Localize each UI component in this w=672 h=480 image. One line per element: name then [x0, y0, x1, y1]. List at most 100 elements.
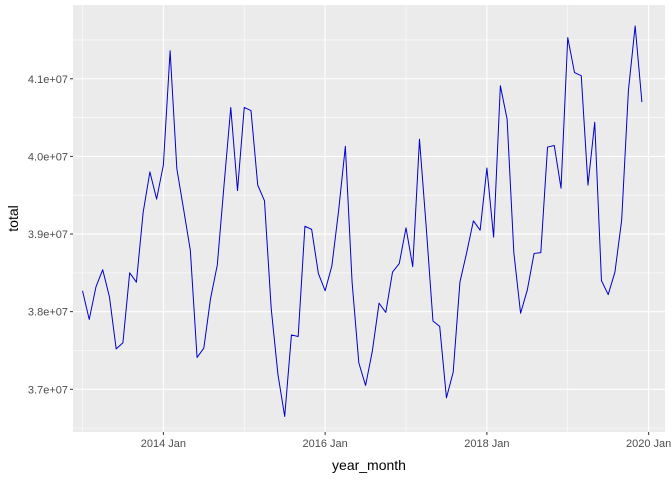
data-point: [357, 361, 360, 364]
data-point: [263, 199, 266, 202]
data-point: [135, 281, 138, 284]
data-point: [506, 118, 509, 121]
y-tick-label: 3.7e+07: [28, 384, 68, 396]
data-point: [627, 89, 630, 92]
data-point: [519, 312, 522, 315]
data-point: [324, 289, 327, 292]
data-point: [465, 251, 468, 254]
data-point: [438, 325, 441, 328]
y-axis-title: total: [5, 205, 21, 231]
x-tick-label: 2016 Jan: [302, 438, 347, 450]
data-point: [270, 307, 273, 310]
data-point: [169, 49, 172, 52]
major-gridlines: [73, 5, 665, 432]
series-line: [82, 25, 643, 417]
data-point: [142, 211, 145, 214]
data-point: [317, 272, 320, 275]
data-point: [175, 167, 178, 170]
data-point: [553, 144, 556, 147]
data-point: [405, 226, 408, 229]
data-point: [94, 285, 97, 288]
series-layer: [82, 24, 643, 418]
data-point: [472, 219, 475, 222]
data-point: [256, 184, 259, 187]
y-tick-label: 4.1e+07: [28, 74, 68, 86]
data-point: [371, 350, 374, 353]
data-point: [526, 288, 529, 291]
minor-gridlines: [73, 5, 665, 432]
data-point: [88, 318, 91, 321]
data-point: [330, 264, 333, 267]
data-point: [431, 319, 434, 322]
data-point: [303, 225, 306, 228]
data-point: [485, 167, 488, 170]
data-point: [539, 251, 542, 254]
y-tick-label: 3.8e+07: [28, 307, 68, 319]
x-axis: 2014 Jan 2016 Jan 2018 Jan 2020 Jan: [141, 432, 671, 450]
x-tick-label: 2014 Jan: [141, 438, 186, 450]
data-point: [560, 187, 563, 190]
data-point: [566, 36, 569, 39]
data-point: [196, 356, 199, 359]
data-point: [600, 279, 603, 282]
data-point: [593, 121, 596, 124]
data-point: [290, 333, 293, 336]
data-point: [620, 219, 623, 222]
data-point: [229, 106, 232, 109]
data-point: [458, 281, 461, 284]
data-point: [162, 163, 165, 166]
data-point: [108, 295, 111, 298]
data-point: [249, 109, 252, 112]
data-point: [640, 101, 643, 104]
data-point: [418, 138, 421, 141]
data-point: [479, 229, 482, 232]
data-point: [182, 208, 185, 211]
data-point: [613, 271, 616, 274]
data-point: [580, 74, 583, 77]
data-point: [276, 373, 279, 376]
data-point: [155, 198, 158, 201]
data-point: [452, 371, 455, 374]
data-point: [512, 251, 515, 254]
data-point: [499, 84, 502, 87]
x-tick-label: 2018 Jan: [464, 438, 509, 450]
data-point: [378, 302, 381, 305]
data-point: [148, 170, 151, 173]
data-point: [411, 265, 414, 268]
data-point: [297, 335, 300, 338]
data-point: [533, 252, 536, 255]
data-point: [546, 146, 549, 149]
data-point: [121, 341, 124, 344]
data-point: [243, 106, 246, 109]
data-point: [310, 228, 313, 231]
data-point: [607, 293, 610, 296]
data-point: [391, 271, 394, 274]
data-point: [128, 271, 131, 274]
data-point: [586, 184, 589, 187]
data-point: [634, 24, 637, 27]
data-point: [337, 209, 340, 212]
data-point: [209, 297, 212, 300]
data-point: [398, 262, 401, 265]
data-point: [115, 347, 118, 350]
data-point: [236, 189, 239, 192]
x-axis-title: year_month: [332, 457, 406, 473]
data-point: [216, 264, 219, 267]
data-point: [223, 184, 226, 187]
data-point: [351, 281, 354, 284]
data-point: [573, 71, 576, 74]
data-point: [189, 249, 192, 252]
data-point: [445, 396, 448, 399]
data-point: [202, 347, 205, 350]
data-point: [101, 268, 104, 271]
data-point: [384, 311, 387, 314]
data-point: [425, 226, 428, 229]
data-point: [283, 415, 286, 418]
data-point: [344, 145, 347, 148]
data-point: [364, 384, 367, 387]
x-tick-label: 2020 Jan: [626, 438, 671, 450]
y-tick-label: 3.9e+07: [28, 229, 68, 241]
y-axis: 3.7e+07 3.8e+07 3.9e+07 4.0e+07 4.1e+07: [28, 74, 73, 396]
y-tick-label: 4.0e+07: [28, 151, 68, 163]
